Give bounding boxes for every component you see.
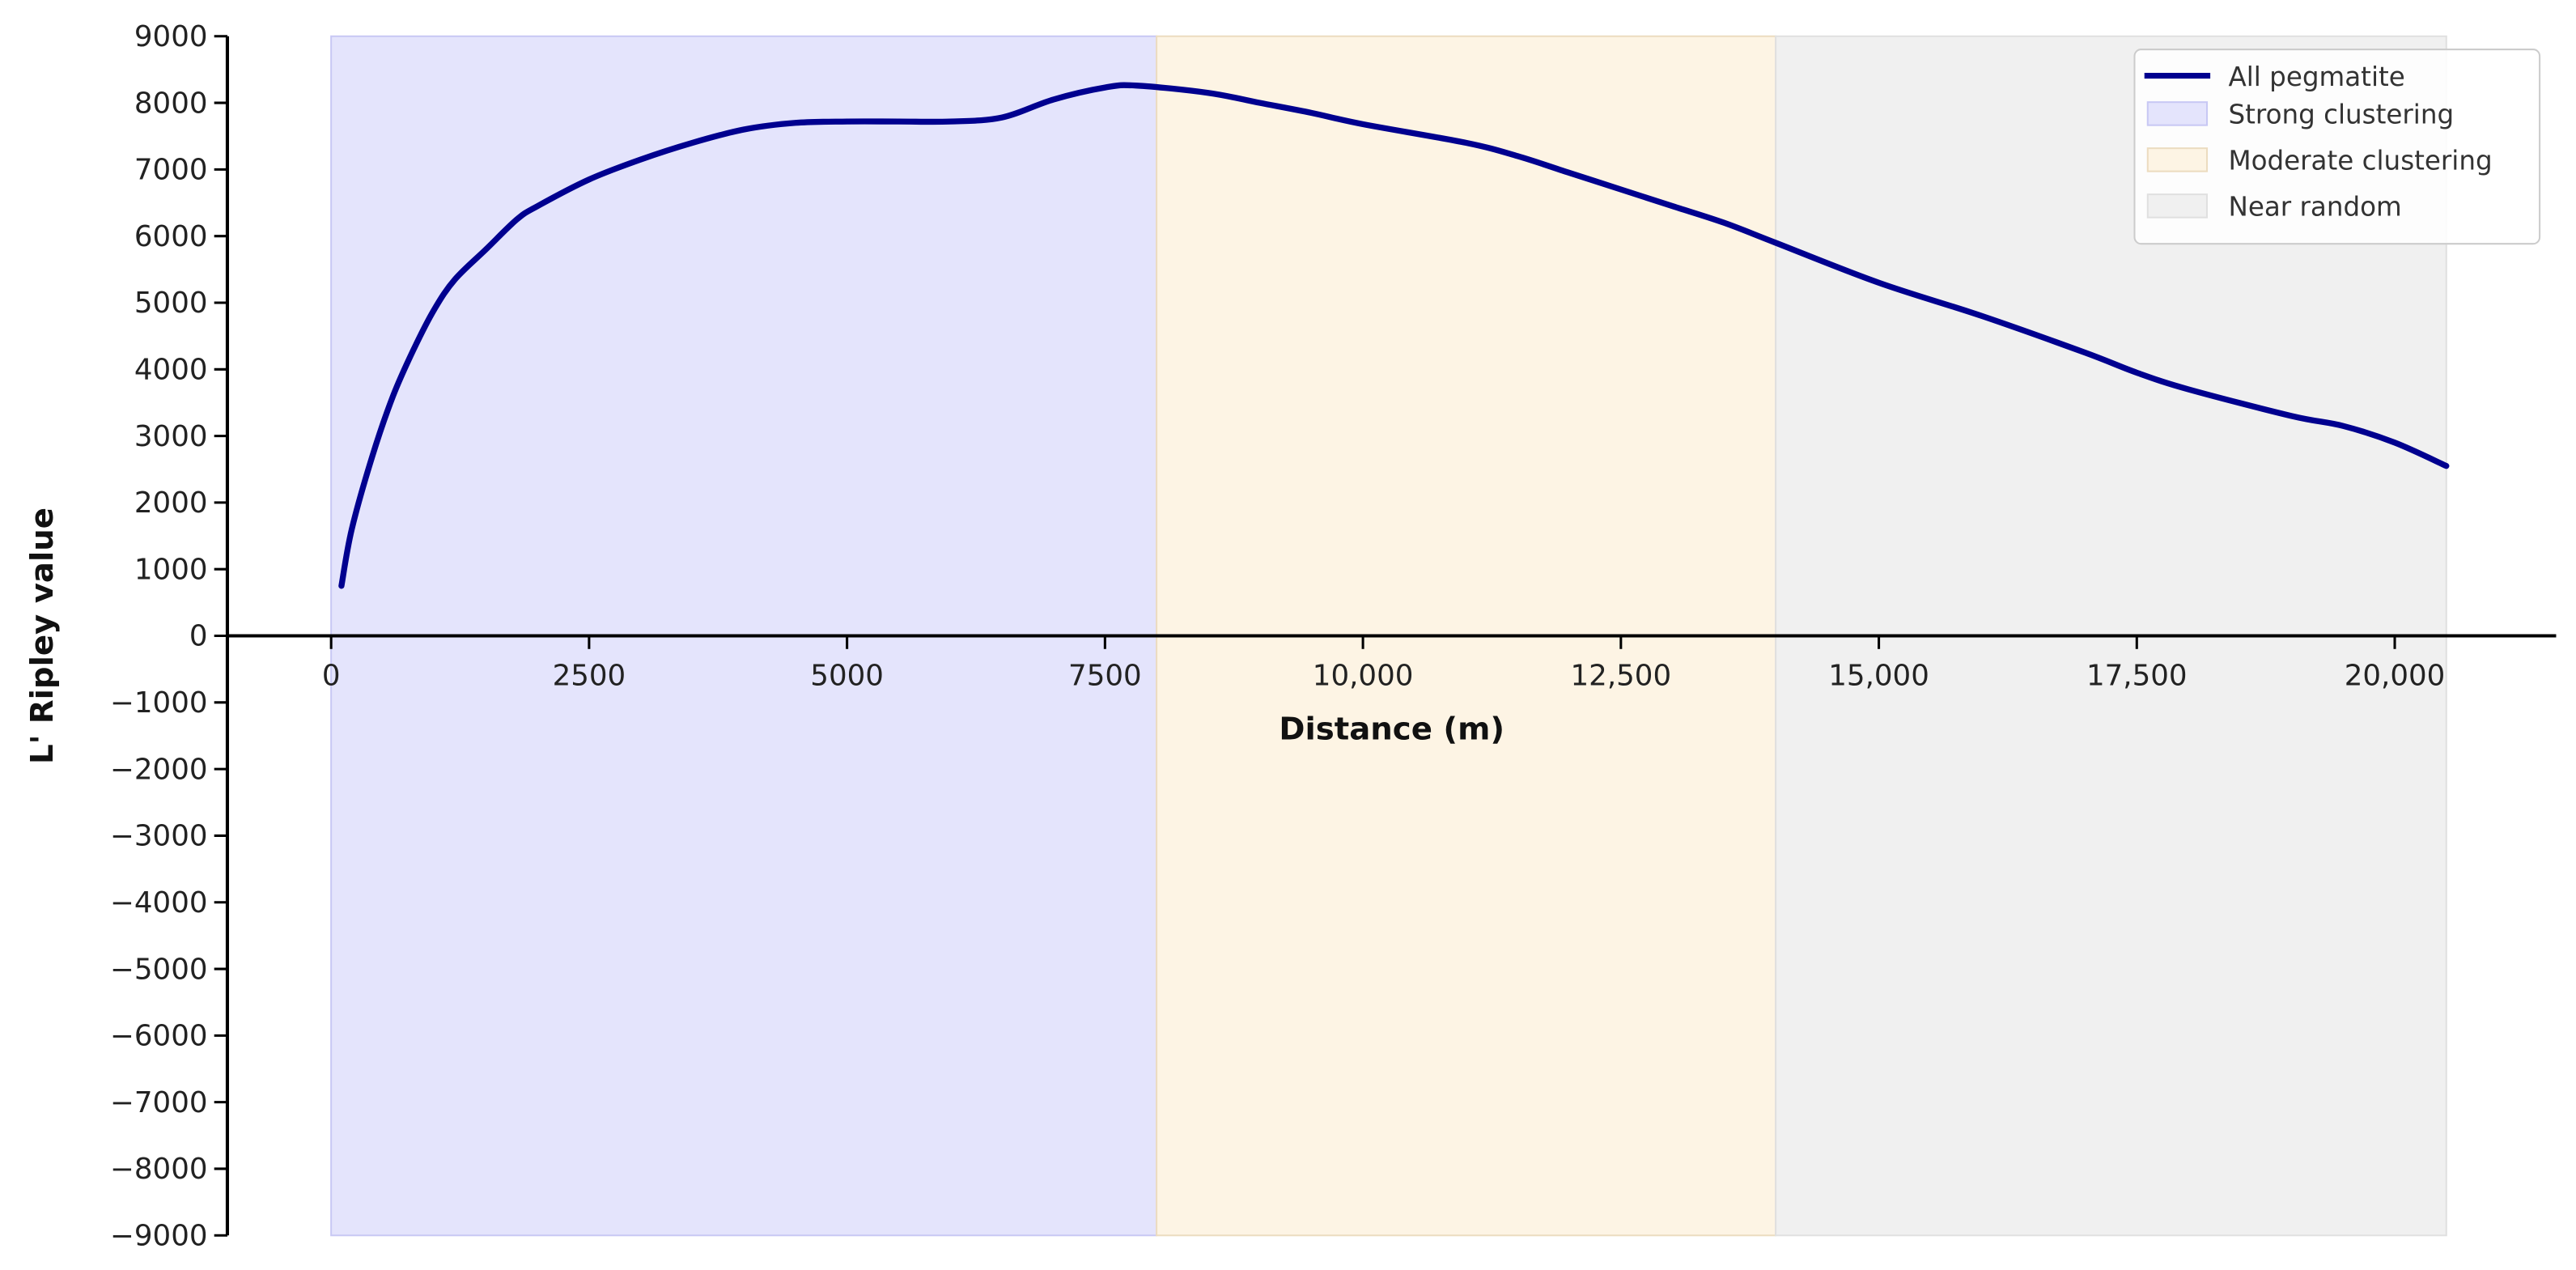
x-tick-label: 2500 [553,660,626,693]
x-tick-label: 0 [322,660,341,693]
legend-label: All pegmatite [2228,62,2404,92]
y-tick-label: 1000 [134,553,208,586]
x-tick-label: 17,500 [2086,660,2188,693]
y-tick-label: 8000 [134,87,208,120]
legend: All pegmatite Strong clustering Moderate c… [2133,49,2541,245]
y-tick-label: 7000 [134,154,208,187]
y-tick-label: −8000 [110,1153,207,1186]
y-tick-label: 6000 [134,220,208,253]
y-tick-label: −6000 [110,1020,207,1053]
y-tick-label: 2000 [134,486,208,520]
y-tick-label: −1000 [110,686,207,720]
legend-label: Moderate clustering [2228,146,2492,176]
axes: 9000 8000 7000 6000 5000 4000 3000 2000 1000 0 −10… [110,20,2557,1252]
y-tick-label: −4000 [110,886,207,920]
y-tick-label: −7000 [110,1086,207,1119]
y-tick-label: 3000 [134,420,208,453]
x-tick-label: 10,000 [1313,660,1414,693]
legend-label: Near random [2228,192,2401,223]
x-tick-label: 20,000 [2345,660,2446,693]
y-tick-label: −5000 [110,953,207,986]
y-tick-label: 4000 [134,354,208,387]
y-tick-label: 0 [189,620,208,653]
y-tick-label: 5000 [134,287,208,320]
y-tick-label: −9000 [110,1219,207,1252]
y-axis-label: L' Ripley value [24,508,61,764]
y-tick-label: −2000 [110,753,207,786]
x-tick-label: 15,000 [1828,660,1929,693]
y-tick-label: −3000 [110,820,207,853]
legend-patch-swatch [2146,193,2209,219]
legend-patch-swatch [2146,101,2209,126]
y-tick-label: 9000 [134,20,208,53]
legend-box [2133,49,2541,245]
legend-patch-swatch [2146,147,2209,172]
x-axis-label: Distance (m) [1279,711,1504,748]
x-tick-label: 12,500 [1571,660,1672,693]
x-tick-label: 5000 [810,660,884,693]
legend-label: Strong clustering [2228,100,2454,130]
series-line-all-pegmatite [338,82,2450,589]
x-tick-label: 7500 [1068,660,1142,693]
